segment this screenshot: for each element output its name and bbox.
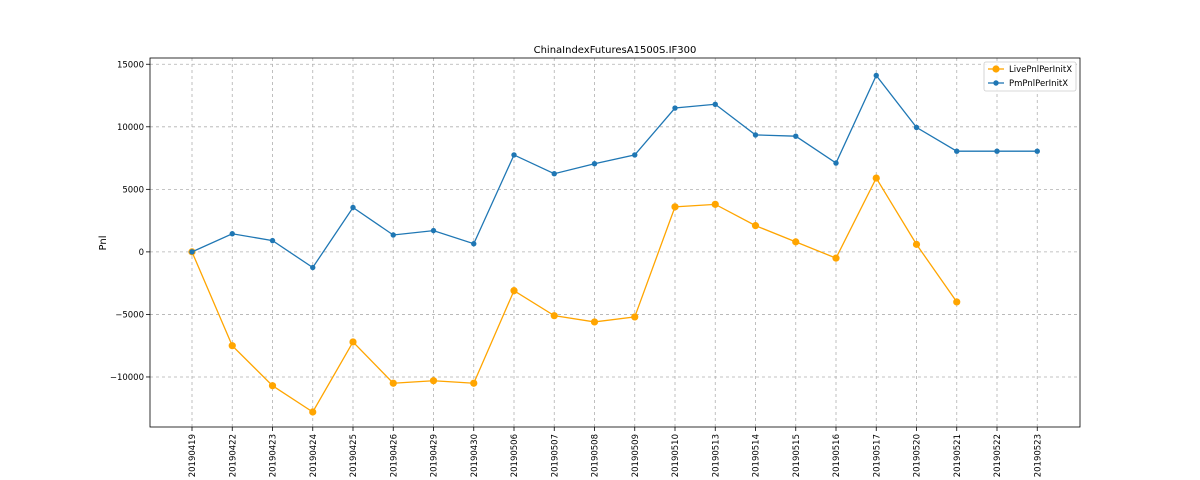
x-tick-label: 20190423	[269, 434, 279, 477]
y-tick-label: −5000	[115, 310, 144, 320]
data-point	[429, 377, 438, 385]
data-point	[591, 160, 598, 167]
x-tick-label: 20190513	[711, 434, 721, 477]
data-point	[349, 338, 357, 346]
legend-label: PmPnlPerInitX	[1009, 79, 1068, 89]
data-point	[752, 132, 759, 138]
data-point	[268, 382, 277, 390]
data-point	[994, 148, 1000, 154]
series-line-0	[191, 176, 958, 413]
data-point	[511, 152, 517, 158]
y-axis-label: Pnl	[98, 236, 109, 251]
data-point	[833, 160, 839, 166]
series-line-1	[191, 74, 1038, 269]
x-tick-label: 20190516	[832, 434, 842, 477]
data-point	[832, 254, 840, 262]
y-tick-label: 15000	[117, 60, 144, 70]
legend-box	[983, 61, 1077, 92]
data-point	[912, 240, 921, 248]
data-point	[430, 227, 437, 234]
x-tick-label: 20190510	[671, 434, 681, 477]
data-point	[953, 298, 961, 306]
data-point	[711, 200, 719, 208]
data-point	[793, 133, 799, 139]
legend: LivePnlPerInitX PmPnlPerInitX	[983, 61, 1077, 92]
data-point	[712, 101, 718, 107]
data-point	[310, 264, 316, 271]
x-tick-label: 20190522	[993, 434, 1003, 477]
data-point	[751, 222, 760, 230]
x-tick-label: 20190509	[631, 434, 641, 477]
data-point	[471, 241, 477, 247]
plot-frame	[149, 57, 1081, 428]
series-layer	[188, 72, 1040, 416]
data-point	[632, 152, 638, 158]
data-point	[872, 174, 880, 182]
x-tick-label: 20190515	[792, 434, 802, 477]
legend-marker	[993, 80, 999, 86]
x-tick-label: 20190507	[550, 434, 560, 477]
chart-title: ChinaIndexFuturesA1500S.IF300	[534, 45, 697, 56]
data-point	[389, 379, 397, 387]
data-point	[873, 72, 879, 79]
legend-label: LivePnlPerInitX	[1009, 65, 1072, 75]
data-point	[1034, 148, 1040, 154]
x-tick-label: 20190430	[470, 434, 480, 477]
data-point	[551, 171, 557, 177]
data-point	[269, 237, 276, 244]
data-point	[671, 203, 679, 211]
data-point	[229, 231, 235, 237]
data-point	[590, 318, 599, 326]
data-point	[631, 313, 639, 321]
x-tick-label: 20190521	[953, 434, 963, 477]
y-tick-label: 0	[139, 248, 144, 258]
axis-layer: 20190419 20190422 20190423 20190424 20190425…	[110, 60, 1043, 477]
x-tick-label: 20190419	[188, 434, 198, 477]
data-point	[672, 105, 678, 111]
x-tick-label: 20190424	[309, 434, 319, 477]
data-point	[309, 408, 317, 416]
data-point	[390, 232, 396, 238]
x-tick-label: 20190514	[752, 434, 762, 477]
data-point	[792, 238, 800, 246]
y-tick-label: 5000	[122, 185, 144, 195]
data-point	[189, 249, 195, 255]
x-tick-label: 20190523	[1033, 434, 1043, 477]
data-point	[913, 124, 920, 131]
x-tick-label: 20190426	[389, 434, 399, 477]
x-tick-label: 20190506	[510, 434, 520, 477]
x-tick-label: 20190508	[591, 434, 601, 477]
x-tick-label: 20190517	[872, 434, 882, 477]
x-tick-label: 20190429	[430, 434, 440, 477]
y-tick-label: 10000	[117, 123, 144, 133]
x-tick-label: 20190422	[228, 434, 238, 477]
x-tick-label: 20190425	[349, 434, 359, 477]
data-point	[350, 204, 356, 211]
x-tick-label: 20190520	[913, 434, 923, 477]
data-point	[470, 379, 478, 387]
data-point	[228, 342, 236, 350]
data-point	[550, 312, 558, 320]
legend-marker	[992, 65, 1000, 73]
grid-layer	[150, 58, 1080, 427]
y-tick-label: −10000	[110, 373, 144, 383]
data-point	[510, 287, 518, 295]
data-point	[954, 148, 960, 154]
